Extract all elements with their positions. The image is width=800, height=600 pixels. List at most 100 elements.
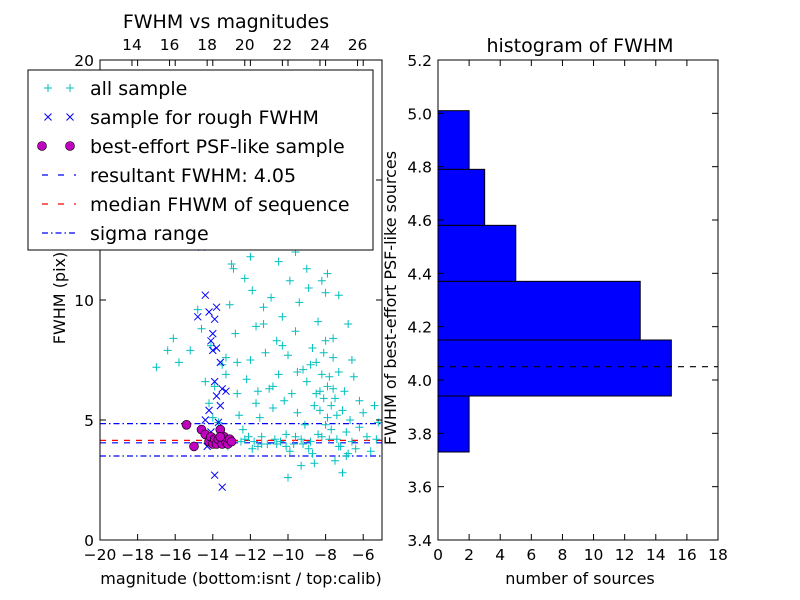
- point-all-sample: [299, 440, 308, 448]
- point-all-sample: [201, 377, 210, 386]
- point-all-sample: [323, 269, 332, 278]
- point-all-sample: [242, 375, 251, 384]
- x-tick-label: 8: [558, 546, 568, 564]
- point-all-sample: [255, 413, 264, 422]
- y-tick-label: 4.2: [407, 319, 432, 337]
- point-all-sample: [317, 370, 326, 379]
- point-all-sample: [308, 344, 317, 352]
- point-all-sample: [314, 430, 323, 439]
- point-all-sample: [282, 430, 291, 439]
- point-rough-sample: [216, 358, 225, 367]
- point-all-sample: [331, 456, 339, 465]
- point-all-sample: [319, 348, 328, 357]
- x-tick-label: 16: [677, 546, 697, 564]
- point-all-sample: [302, 264, 311, 273]
- legend-label: all sample: [90, 78, 187, 100]
- scatter-title: FWHM vs magnitudes: [123, 11, 329, 33]
- point-psf-sample: [189, 441, 199, 452]
- point-all-sample: [297, 435, 306, 444]
- x-tick-label: −12: [234, 546, 267, 564]
- x-tick-label: −8: [314, 546, 337, 564]
- point-all-sample: [293, 368, 302, 376]
- point-rough-sample: [218, 483, 227, 492]
- histogram-plot-area: 0 2 4 6 8 10 12 14 16 18 3.4 3.6 3.8 4.0 4.2 4.4 4.6 4.8 5…: [407, 52, 728, 564]
- point-all-sample: [329, 353, 338, 362]
- point-all-sample: [282, 442, 291, 451]
- point-all-sample: [323, 413, 332, 422]
- point-all-sample: [221, 370, 230, 379]
- point-all-sample: [197, 324, 206, 333]
- point-all-sample: [366, 447, 375, 456]
- point-all-sample: [210, 382, 219, 391]
- point-rough-sample: [212, 303, 221, 312]
- legend-label: sigma range: [90, 223, 209, 245]
- scatter-marks: [100, 209, 382, 492]
- point-all-sample: [372, 435, 381, 444]
- point-all-sample: [186, 346, 195, 355]
- x-tick-label: 6: [526, 546, 536, 564]
- point-all-sample: [261, 348, 270, 357]
- x-tick-label: −10: [272, 546, 305, 564]
- point-rough-sample: [205, 406, 213, 415]
- top-x-tick-label: 26: [348, 36, 368, 54]
- point-all-sample: [259, 303, 268, 312]
- point-all-sample: [349, 372, 358, 381]
- point-psf-sample: [226, 436, 237, 447]
- point-all-sample: [193, 305, 202, 314]
- point-all-sample: [359, 408, 368, 417]
- point-all-sample: [342, 452, 351, 460]
- point-all-sample: [315, 406, 324, 415]
- point-all-sample: [291, 432, 300, 441]
- histogram-title: histogram of FWHM: [486, 35, 673, 57]
- point-all-sample: [278, 312, 287, 321]
- point-all-sample: [227, 260, 236, 268]
- point-all-sample: [272, 440, 281, 448]
- point-rough-sample: [201, 416, 210, 424]
- point-all-sample: [233, 389, 242, 398]
- x-tick-label: 18: [708, 546, 728, 564]
- point-all-sample: [308, 449, 317, 458]
- legend-label: sample for rough FWHM: [90, 107, 319, 129]
- point-all-sample: [332, 411, 341, 420]
- scatter-xlabel: magnitude (bottom:isnt / top:calib): [100, 569, 381, 588]
- point-all-sample: [331, 394, 339, 403]
- point-psf-sample: [181, 419, 192, 430]
- point-all-sample: [304, 284, 313, 292]
- y-tick-label: 3.6: [407, 479, 432, 497]
- point-rough-sample: [210, 471, 219, 480]
- legend-marker-circle: [37, 141, 47, 151]
- point-all-sample: [252, 399, 261, 408]
- point-all-sample: [274, 370, 283, 379]
- top-x-tick-label: 20: [235, 36, 255, 54]
- point-all-sample: [289, 440, 298, 448]
- point-all-sample: [267, 293, 276, 302]
- point-all-sample: [342, 428, 351, 436]
- histogram-bar: [437, 110, 470, 170]
- histogram-panel: histogram of FWHM 0 2 4 6 8 10 12 14 16 18 3.4 3.6 3…: [381, 35, 728, 588]
- point-all-sample: [284, 473, 292, 482]
- histogram-xlabel: number of sources: [505, 569, 655, 588]
- y-tick-label: 4.4: [407, 265, 432, 283]
- point-rough-sample: [216, 401, 225, 410]
- point-all-sample: [355, 423, 364, 432]
- point-all-sample: [285, 447, 294, 456]
- histogram-bar: [437, 168, 486, 226]
- point-all-sample: [246, 252, 255, 261]
- point-all-sample: [299, 365, 308, 374]
- point-all-sample: [338, 406, 347, 415]
- point-all-sample: [278, 341, 287, 350]
- y-tick-label: 4.8: [407, 159, 432, 177]
- scatter-panel: FWHM vs magnitudes −20 −18 −16 −14 −12 −10 −8−…: [27, 11, 383, 588]
- x-tick-label: −20: [84, 546, 117, 564]
- x-tick-label: 2: [464, 546, 474, 564]
- y-tick-label: 5: [84, 412, 94, 430]
- point-all-sample: [317, 276, 326, 285]
- point-all-sample: [346, 416, 355, 424]
- x-tick-label: 12: [615, 546, 635, 564]
- point-all-sample: [291, 327, 300, 336]
- point-rough-sample: [218, 384, 227, 393]
- point-all-sample: [340, 387, 349, 396]
- y-tick-label: 3.4: [407, 532, 432, 550]
- top-x-tick-label: 22: [272, 36, 292, 54]
- point-all-sample: [268, 382, 277, 391]
